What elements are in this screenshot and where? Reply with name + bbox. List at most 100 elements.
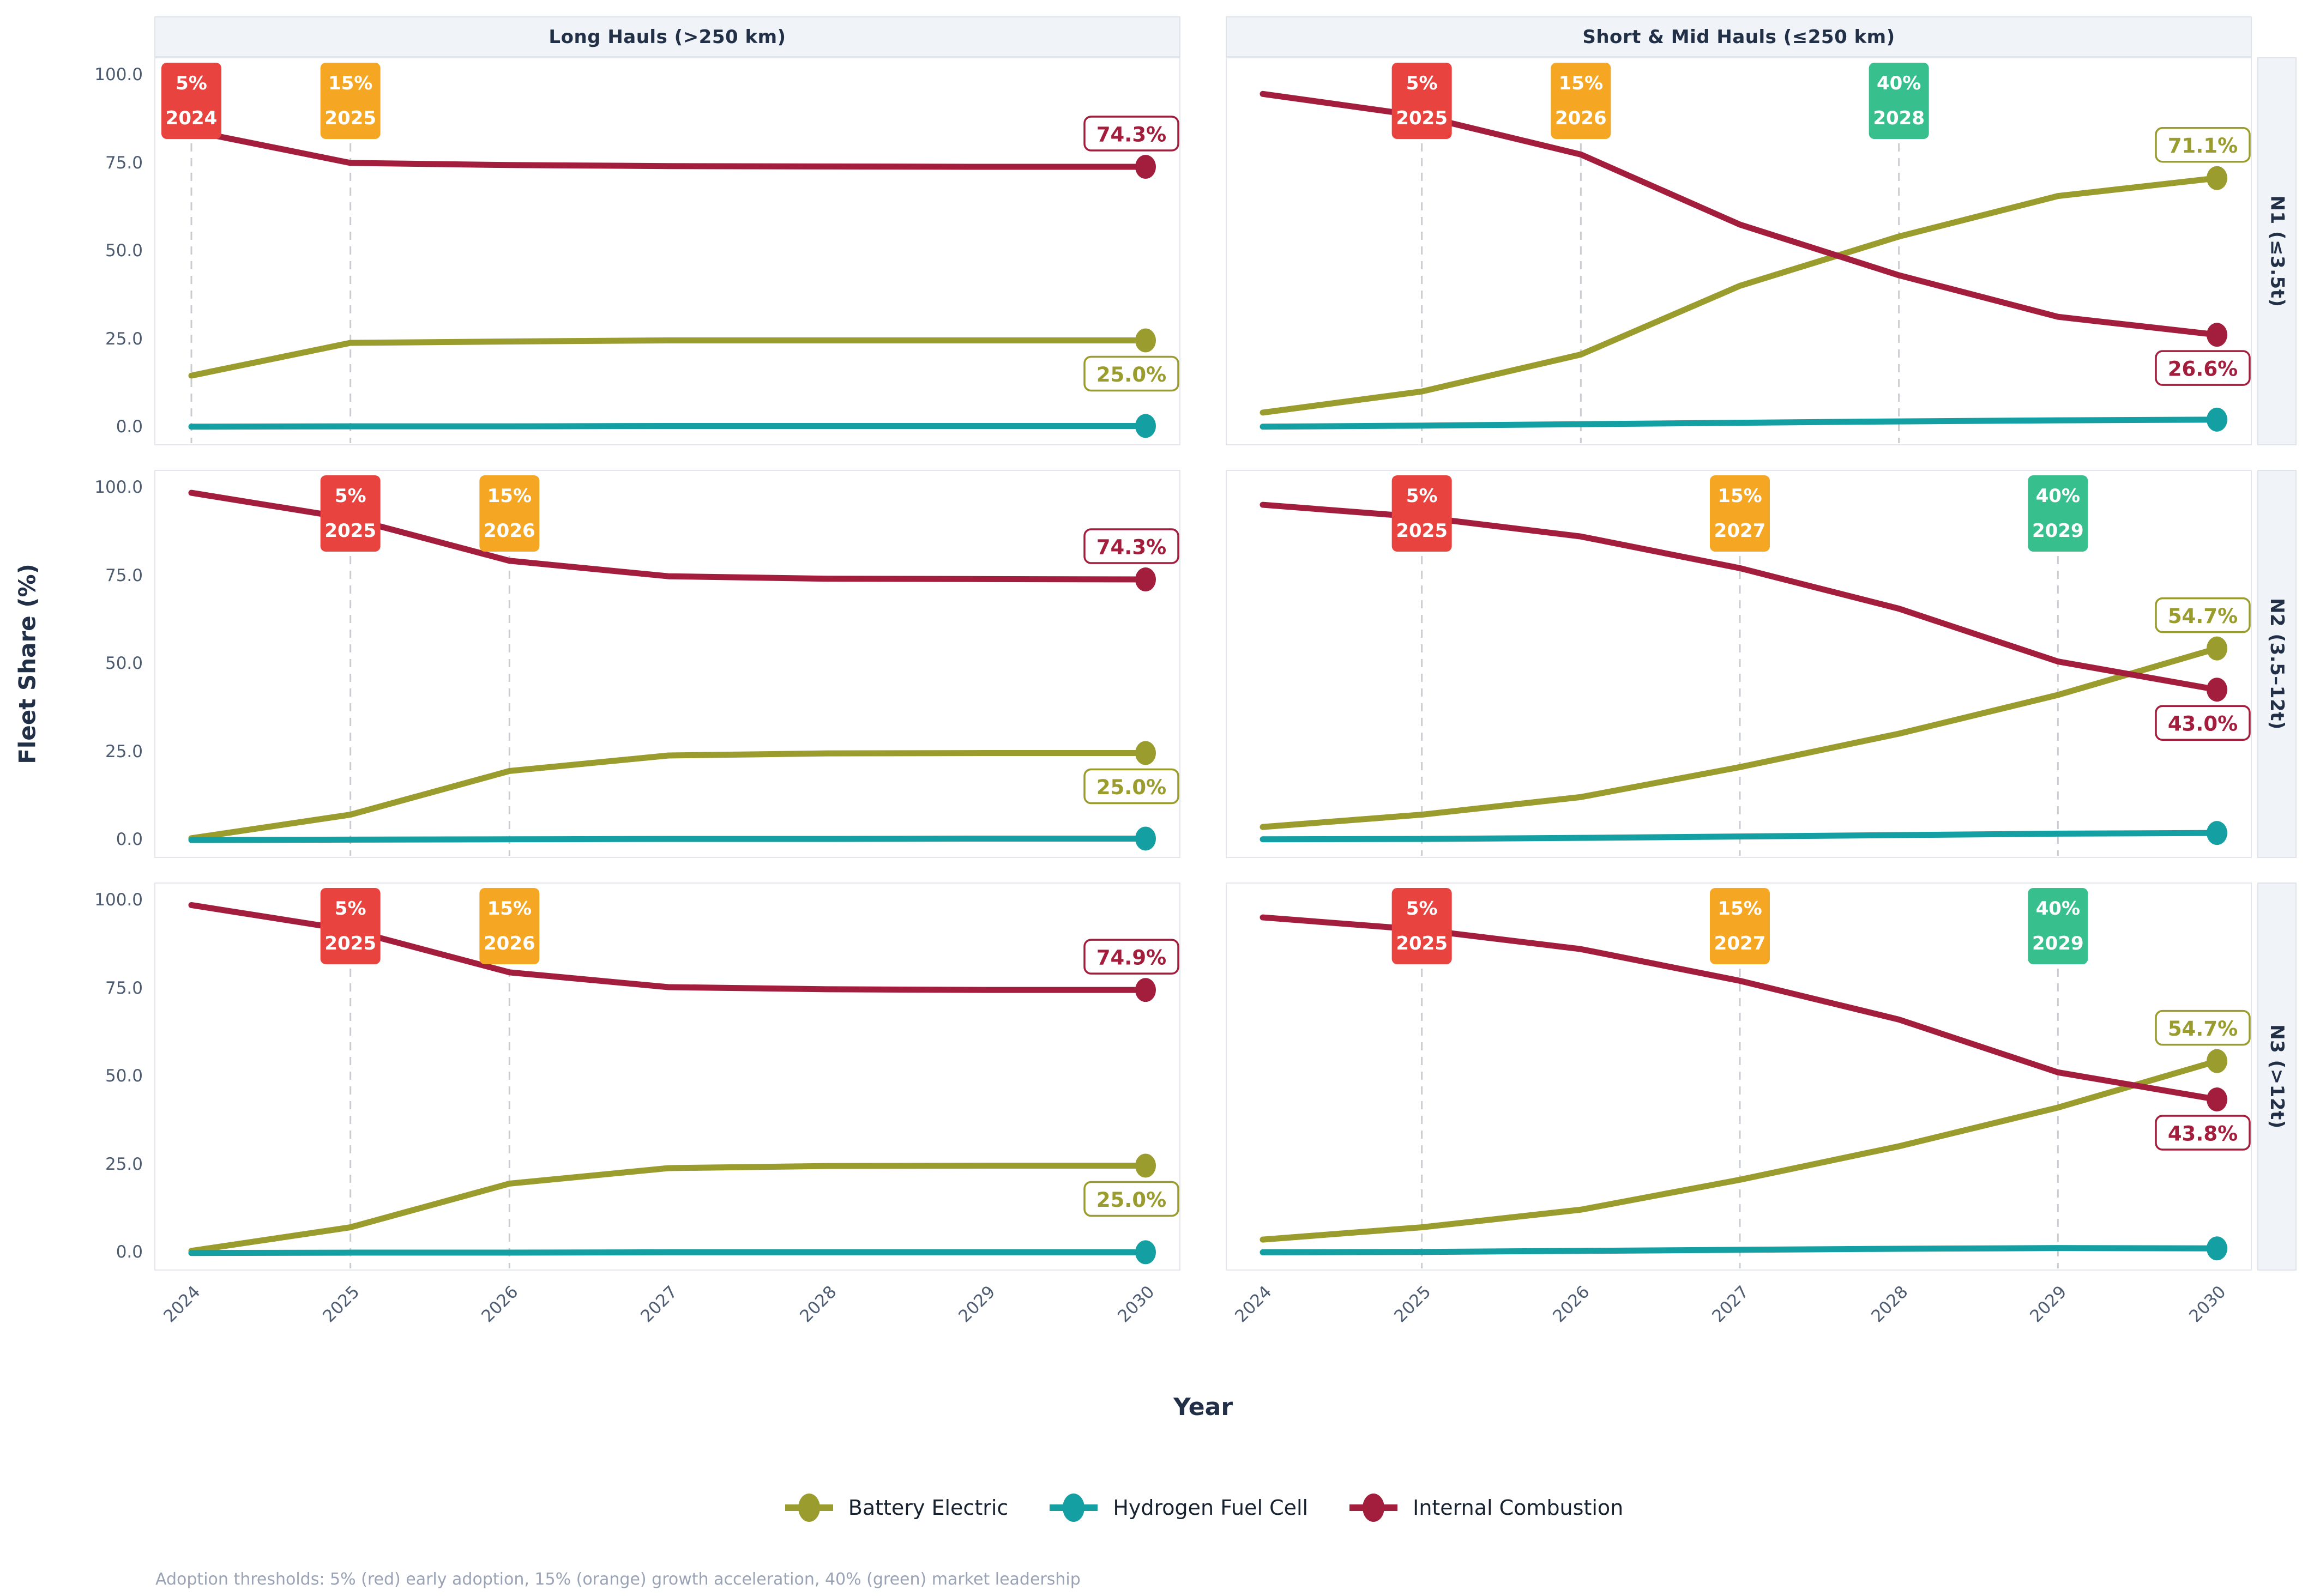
chart-short-n3: 54.7% 43.8% 5% 2025 15% 2027 40% 2029 [1260,888,2251,1268]
y-tick-label: 100.0 [94,477,143,497]
end-value-label: 74.3% [1096,123,1166,147]
threshold-badge-orange [320,63,381,139]
threshold-badge-red [320,888,381,964]
panel-long-n2: 74.3% 25.0% 5% 2025 15% 2026 [154,470,1180,858]
threshold-badge-orange [479,888,540,964]
line-point-marker-icon [785,1494,833,1522]
x-tick-label: 2029 [955,1282,999,1327]
threshold-badge-year: 2025 [324,520,376,542]
threshold-badge-pct: 40% [1877,72,1921,94]
end-value-label: 43.8% [2168,1122,2238,1146]
legend: Battery Electric Hydrogen Fuel Cell Inte… [154,1492,2252,1523]
end-value-label-box [1083,768,1179,805]
end-value-label-box [2155,126,2251,163]
threshold-badge-pct: 5% [176,72,207,94]
series-endpoint-battery-electric [2207,166,2227,190]
end-value-label: 26.6% [2168,358,2238,381]
threshold-badge-pct: 15% [487,485,532,507]
threshold-badge-year: 2026 [1555,107,1607,129]
facet-row-title: N2 (3.5–12t) [2266,598,2288,730]
series-line-battery-electric [188,337,1149,379]
facet-col-title: Short & Mid Hauls (≤250 km) [1582,26,1895,48]
series-endpoint-internal-combustion [1135,155,1156,179]
x-tick-label: 2028 [796,1282,841,1327]
x-tick-label: 2026 [1549,1282,1594,1327]
series-endpoint-hydrogen-fuel-cell [1135,826,1156,851]
threshold-badge-year: 2026 [484,520,535,542]
series-endpoint-battery-electric [1135,1153,1156,1178]
series-line-internal-combustion [188,128,1149,170]
threshold-badge-pct: 5% [335,898,366,920]
facet-row-strip-n1: N1 (≤3.5t) [2257,57,2297,445]
facet-col-title: Long Hauls (>250 km) [549,26,786,48]
threshold-badge-orange [479,475,540,552]
y-tick-label: 50.0 [105,1066,143,1086]
y-tick-label: 25.0 [105,329,143,349]
threshold-badge-pct: 40% [2036,898,2080,920]
threshold-badge-pct: 5% [1406,485,1438,507]
facet-row-strip-n3: N3 (>12t) [2257,882,2297,1271]
threshold-badge-year: 2025 [324,933,376,954]
series-endpoint-internal-combustion [2207,678,2227,702]
y-tick-label: 50.0 [105,241,143,261]
end-value-label: 25.0% [1096,776,1166,799]
threshold-badge-year: 2025 [1396,520,1448,542]
chart-short-n2: 54.7% 43.0% 5% 2025 15% 2027 40% 2029 [1260,475,2251,856]
series-line-hydrogen-fuel-cell [188,835,1149,843]
y-tick-label: 0.0 [116,830,143,849]
y-tick-label: 0.0 [116,1242,143,1262]
series-line-hydrogen-fuel-cell [1260,830,2220,843]
threshold-badge-year: 2029 [2032,520,2084,542]
series-line-hydrogen-fuel-cell [188,1249,1149,1256]
y-tick-label: 75.0 [105,565,143,585]
legend-point [1063,1494,1085,1522]
end-value-label: 74.9% [1096,946,1166,970]
facet-col-strip-long-hauls: Long Hauls (>250 km) [154,16,1180,57]
threshold-badge-orange [1710,888,1770,964]
end-value-label-box [1083,355,1179,392]
legend-point [1363,1494,1385,1522]
y-tick-label: 75.0 [105,153,143,173]
end-value-label-box [2155,1009,2251,1046]
line-point-marker-icon [1349,1494,1398,1522]
end-value-label: 25.0% [1096,363,1166,386]
threshold-badge-pct: 5% [335,485,366,507]
facet-row-strip-n2: N2 (3.5–12t) [2257,470,2297,858]
y-axis-title: Fleet Share (%) [14,564,41,764]
end-value-label-box [1083,939,1179,975]
series-endpoint-internal-combustion [2207,323,2227,347]
y-tick-label: 100.0 [94,65,143,84]
threshold-badge-year: 2028 [1873,107,1925,129]
series-endpoint-battery-electric [1135,328,1156,353]
x-axis-title: Year [1173,1393,1233,1421]
end-value-label-box [1083,1181,1179,1217]
line-point-marker-icon [1050,1494,1098,1522]
legend-item-hydrogen-fuel-cell: Hydrogen Fuel Cell [1047,1492,1308,1523]
panel-short-n2: 54.7% 43.0% 5% 2025 15% 2027 40% 2029 [1226,470,2252,858]
series-line-battery-electric [1260,175,2220,416]
x-tick-label: 2026 [478,1282,522,1327]
legend-item-internal-combustion: Internal Combustion [1347,1492,1623,1523]
series-endpoint-battery-electric [2207,1049,2227,1073]
series-line-hydrogen-fuel-cell [1260,1245,2220,1255]
series-endpoint-hydrogen-fuel-cell [2207,1236,2227,1261]
series-endpoint-internal-combustion [1135,978,1156,1002]
threshold-badge-pct: 15% [1559,72,1603,94]
threshold-badge-red [1391,475,1452,552]
footnote: Adoption thresholds: 5% (red) early adop… [155,1570,1081,1589]
legend-item-label: Battery Electric [848,1496,1009,1520]
threshold-badge-year: 2029 [2032,933,2084,954]
end-value-label: 54.7% [2168,1017,2238,1041]
legend-point [798,1494,820,1522]
threshold-badge-pct: 15% [1718,485,1762,507]
series-line-battery-electric [188,1163,1149,1254]
threshold-badge-green [1869,63,1929,139]
threshold-badge-red [320,475,381,552]
threshold-badge-orange [1551,63,1611,139]
x-tick-label: 2024 [1231,1282,1276,1327]
end-value-label: 71.1% [2168,134,2238,158]
y-tick-label: 100.0 [94,890,143,910]
series-line-battery-electric [188,750,1149,842]
threshold-badge-year: 2026 [484,933,535,954]
